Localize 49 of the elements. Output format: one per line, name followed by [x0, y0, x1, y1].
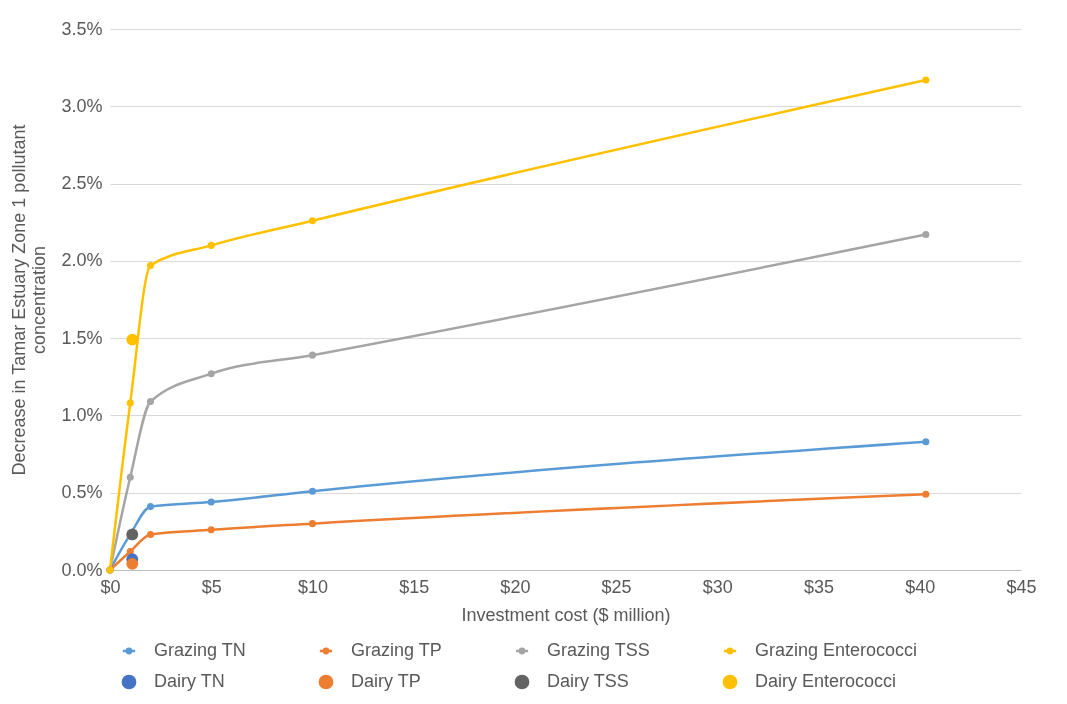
point: [308, 351, 316, 359]
legend-label: Dairy Enterococci: [755, 671, 897, 691]
x-tick-label: $15: [399, 576, 430, 597]
point: [922, 438, 930, 446]
y-tick-label: 2.0%: [61, 250, 103, 271]
point: [207, 526, 215, 534]
point: [308, 487, 316, 495]
point: [922, 231, 930, 239]
x-tick-label: $35: [804, 576, 835, 597]
y-tick-label: 1.0%: [61, 404, 103, 425]
x-axis-title: Investment cost ($ million): [461, 604, 671, 625]
legend-label: Dairy TN: [154, 671, 225, 691]
x-tick-label: $25: [601, 576, 632, 597]
y-tick-label: 1.5%: [61, 327, 103, 348]
legend-label: Dairy TSS: [547, 671, 629, 691]
point: [308, 217, 316, 225]
y-tick-label: 3.5%: [61, 18, 103, 39]
x-tick-label: $45: [1006, 576, 1037, 597]
y-tick-label: 0.0%: [61, 559, 103, 580]
y-tick-label: 0.5%: [61, 482, 103, 503]
legend-label: Grazing TSS: [547, 640, 650, 660]
point: [126, 557, 139, 570]
point: [207, 370, 215, 378]
point: [146, 397, 155, 406]
x-tick-label: $0: [100, 576, 121, 597]
x-tick-label: $10: [297, 576, 328, 597]
point: [126, 547, 134, 555]
legend-label: Grazing TP: [351, 640, 442, 660]
point: [922, 490, 930, 498]
point: [146, 261, 155, 270]
point: [207, 498, 215, 506]
point: [126, 528, 139, 541]
x-tick-label: $5: [201, 576, 222, 597]
point: [308, 520, 316, 528]
x-tick-label: $20: [500, 576, 531, 597]
point: [146, 503, 155, 511]
legend-label: Grazing TN: [154, 640, 246, 660]
legend-label: Dairy TP: [351, 671, 421, 691]
legend-label: Grazing Enterococci: [755, 640, 918, 660]
point: [146, 530, 155, 538]
x-tick-label: $30: [702, 576, 733, 597]
y-tick-label: 2.5%: [61, 173, 103, 194]
point: [922, 76, 930, 84]
point: [126, 473, 134, 481]
x-tick-label: $40: [905, 576, 936, 597]
y-tick-label: 3.0%: [61, 95, 103, 116]
y-axis-title: Decrease in Tamar Estuary Zone 1 pollutant concentration: [9, 124, 50, 476]
point: [126, 399, 134, 407]
point: [207, 241, 215, 249]
